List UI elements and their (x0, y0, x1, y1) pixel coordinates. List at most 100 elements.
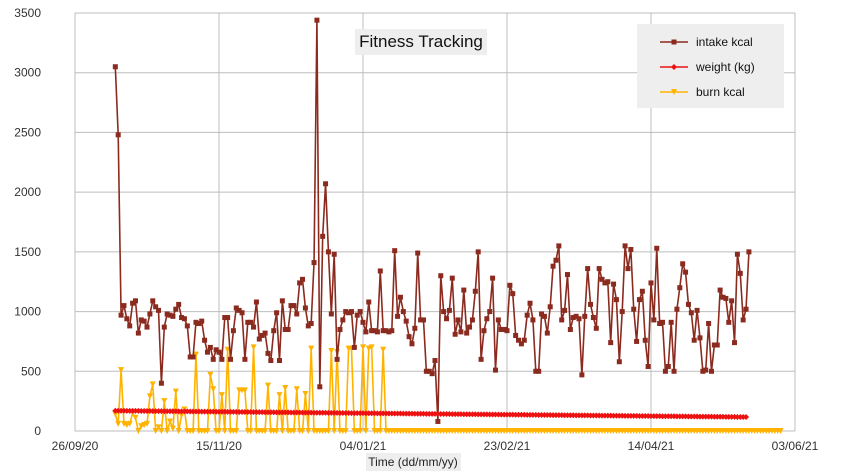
data-point (192, 351, 199, 358)
data-point (126, 420, 133, 427)
data-point (124, 316, 130, 322)
data-point (616, 359, 622, 365)
data-point (167, 418, 174, 425)
data-point (469, 317, 475, 323)
data-point (530, 317, 536, 323)
data-point (291, 303, 297, 309)
data-point (144, 324, 150, 330)
data-point (668, 319, 674, 325)
data-point (501, 326, 507, 332)
data-point (323, 181, 329, 187)
data-point (153, 304, 159, 310)
chart-title: Fitness Tracking (359, 32, 483, 51)
x-tick-label: 23/02/21 (484, 439, 531, 453)
data-point (777, 428, 784, 434)
data-point (570, 315, 576, 321)
data-point (377, 268, 383, 274)
data-point (135, 330, 141, 336)
data-point (158, 380, 164, 386)
data-point (331, 428, 338, 434)
data-point (723, 295, 729, 301)
data-point (688, 310, 694, 316)
data-point (602, 280, 608, 286)
data-point (541, 313, 547, 319)
data-point (176, 301, 182, 307)
data-point (585, 266, 591, 272)
data-point (625, 266, 631, 272)
data-point (389, 328, 395, 334)
data-point (717, 287, 723, 293)
data-point (377, 428, 384, 434)
data-point (158, 428, 165, 434)
data-point (362, 428, 369, 434)
data-point (276, 392, 283, 399)
data-point (207, 371, 214, 378)
data-point (343, 309, 349, 315)
data-point (708, 368, 714, 374)
data-point (579, 372, 585, 378)
data-point (115, 420, 122, 427)
data-point (302, 305, 308, 311)
data-point (648, 280, 654, 286)
data-point (218, 392, 225, 399)
data-point (711, 342, 717, 348)
data-point (645, 364, 651, 370)
data-point (146, 393, 153, 400)
data-point (262, 428, 269, 434)
data-point (380, 328, 386, 334)
data-point (204, 349, 210, 355)
x-axis-title-box (366, 453, 461, 471)
data-point (193, 319, 199, 325)
data-point (302, 390, 309, 397)
data-point (305, 323, 311, 329)
data-point (409, 341, 415, 347)
data-point (297, 280, 303, 286)
data-point (498, 326, 504, 332)
data-point (513, 332, 519, 338)
data-point (241, 387, 248, 394)
data-point (141, 318, 147, 324)
data-point (573, 313, 579, 319)
data-point (230, 328, 236, 334)
data-point (274, 310, 280, 316)
data-point (121, 303, 127, 309)
data-point (567, 326, 573, 332)
x-tick-label: 15/11/20 (196, 439, 242, 453)
data-point (444, 316, 450, 322)
data-point (547, 304, 553, 310)
legend-label: weight (kg) (695, 60, 755, 74)
data-point (734, 251, 740, 257)
data-point (383, 328, 389, 334)
data-point (342, 428, 349, 434)
data-point (164, 311, 170, 317)
data-point (423, 368, 429, 374)
y-tick-label: 1500 (14, 245, 41, 259)
data-point (550, 263, 556, 269)
data-point (346, 310, 352, 316)
data-point (155, 424, 162, 431)
data-point (132, 298, 138, 304)
data-point (175, 428, 182, 434)
data-point (691, 337, 697, 343)
data-point (374, 329, 380, 335)
data-point (190, 428, 197, 434)
data-point (167, 312, 173, 318)
axes: 0 500 1000 1500 2000 2500 3000 3500 26/09/20 15/1… (14, 6, 818, 453)
data-point (179, 315, 185, 321)
data-point (481, 328, 487, 334)
data-point (184, 323, 190, 329)
data-point (657, 321, 663, 327)
x-tick-label: 14/04/21 (628, 439, 675, 453)
data-point (242, 356, 248, 362)
data-point (697, 335, 703, 341)
data-point (156, 307, 162, 313)
data-point (152, 428, 159, 434)
data-point (293, 386, 300, 393)
data-point (210, 356, 216, 362)
data-point (685, 301, 691, 307)
data-point (605, 279, 611, 285)
data-point (279, 298, 285, 304)
data-point (247, 428, 254, 434)
data-point (671, 368, 677, 374)
data-point (397, 294, 403, 300)
